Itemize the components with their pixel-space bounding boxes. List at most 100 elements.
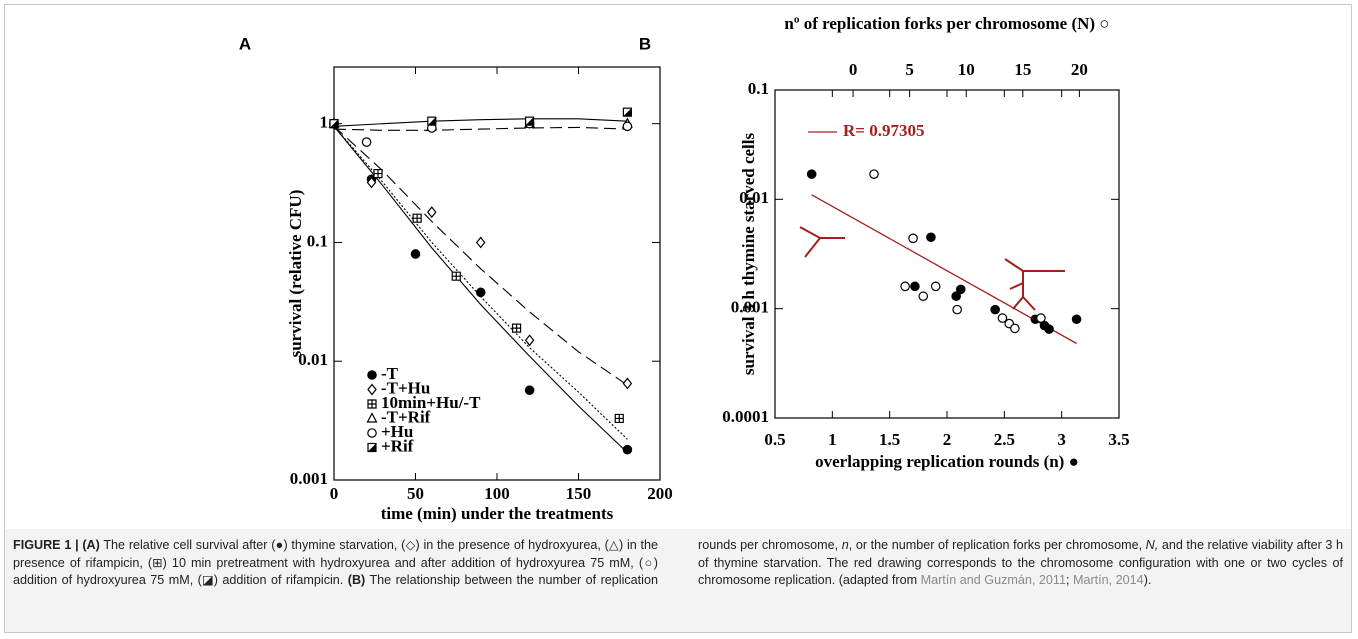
x2-tick-label: 5	[905, 60, 914, 79]
legend-label: 10min+Hu/-T	[381, 393, 481, 412]
data-point	[869, 169, 879, 179]
data-point	[366, 176, 377, 189]
y-tick-label: 0.001	[731, 298, 769, 317]
legend-label: -T+Rif	[381, 407, 431, 426]
marker-fill	[330, 119, 338, 128]
fit-curve	[333, 118, 628, 127]
data-point	[427, 116, 437, 126]
data-point	[930, 281, 941, 292]
data-point	[475, 236, 486, 249]
fork-double	[1004, 258, 1065, 311]
caption-label: (B)	[347, 573, 366, 587]
citation[interactable]: Martín, 2014	[1072, 573, 1144, 587]
legend-marker	[367, 399, 377, 409]
fork-single	[799, 226, 845, 258]
fit-curve	[333, 125, 628, 386]
data-point	[511, 323, 522, 333]
data-point	[1044, 324, 1054, 334]
legend-label: +Rif	[381, 436, 414, 455]
caption-text: and the relative viability after 3 h of …	[698, 538, 1343, 587]
legend-marker	[367, 428, 377, 438]
x-tick-label: 1.5	[879, 430, 900, 449]
x-tick-label: 2	[943, 430, 952, 449]
data-point	[361, 137, 372, 147]
caption-label: FIGURE 1 | (A)	[13, 538, 100, 552]
data-point	[329, 119, 339, 129]
data-point	[1071, 314, 1082, 325]
data-point	[997, 313, 1008, 323]
x-axis-label: time (min) under the treatments	[381, 504, 614, 523]
data-point	[806, 169, 817, 179]
caption-text: ;	[1065, 573, 1073, 587]
data-point	[524, 116, 535, 126]
citation[interactable]: Martín and Guzmán, 2011	[920, 573, 1066, 587]
data-point	[622, 377, 633, 390]
caption: FIGURE 1 | (A) The relative cell surviva…	[5, 529, 1351, 632]
x2-tick-label: 15	[1014, 60, 1031, 79]
x2-axis-label: nº of replication forks per chromosome (…	[784, 14, 1109, 33]
marker-fill	[525, 117, 534, 126]
x-tick-label: 200	[647, 484, 673, 503]
x-tick-label: 0.5	[764, 430, 785, 449]
figure: A 0 50 100 150 200 0.001 0.01 0.1 1 time (min) und…	[4, 4, 1352, 633]
y-tick-label: 0.0001	[722, 407, 769, 426]
data-point	[427, 206, 437, 219]
data-point	[524, 334, 535, 347]
y-tick-label: 0.01	[739, 188, 769, 207]
panel-label: A	[239, 34, 251, 53]
data-point	[951, 291, 961, 302]
data-point	[990, 304, 1000, 315]
marker-fill	[368, 443, 376, 452]
data-point	[622, 444, 633, 455]
data-point	[614, 413, 624, 424]
replication-drawing	[799, 226, 1065, 311]
legend-label: -T+Hu	[381, 378, 430, 397]
x-tick-label: 1	[828, 430, 837, 449]
marker-fill	[427, 117, 436, 126]
data-point	[1010, 323, 1020, 334]
y-tick-label: 0.1	[748, 79, 769, 98]
x2-tick-label: 0	[849, 60, 858, 79]
data-point	[952, 304, 962, 315]
data-point	[900, 281, 910, 292]
data-point	[622, 121, 633, 132]
x2-tick-label: 10	[958, 60, 975, 79]
y-axis-label: survival (relative CFU)	[286, 190, 305, 358]
data-point	[955, 284, 966, 295]
data-point	[373, 168, 383, 179]
x-tick-label: 50	[407, 484, 424, 503]
caption-text: The relative cell survival after (●) thy…	[13, 538, 658, 587]
fit-curve	[333, 126, 628, 131]
legend-marker	[367, 383, 377, 396]
legend-marker	[367, 370, 377, 380]
x-tick-label: 3	[1057, 430, 1066, 449]
x-tick-label: 0	[330, 484, 339, 503]
data-point	[412, 213, 422, 223]
y-tick-label: 1	[320, 113, 329, 132]
legend-marker	[366, 412, 378, 423]
data-point	[622, 107, 633, 117]
x-axis-label: overlapping replication rounds (n) ●	[815, 452, 1079, 471]
x-tick-label: 2.5	[994, 430, 1015, 449]
caption-text: , or the number of replication forks per…	[848, 538, 1146, 552]
marker-fill	[623, 108, 632, 117]
panel-label: B	[639, 34, 651, 53]
caption-text: N,	[1145, 538, 1159, 552]
data-point	[1036, 313, 1046, 323]
data-point	[918, 291, 929, 302]
x2-tick-label: 20	[1071, 60, 1088, 79]
legend-marker	[367, 442, 377, 453]
caption-text: ).	[1143, 573, 1152, 587]
data-point	[451, 271, 461, 281]
data-point	[524, 385, 535, 396]
x-tick-label: 100	[484, 484, 510, 503]
caption-text: The relationship between the number of r…	[365, 538, 842, 587]
data-point	[410, 249, 421, 259]
y-tick-label: 0.01	[298, 350, 328, 369]
y-tick-label: 0.1	[307, 231, 328, 250]
y-tick-label: 0.001	[290, 469, 328, 488]
x-tick-label: 150	[566, 484, 592, 503]
